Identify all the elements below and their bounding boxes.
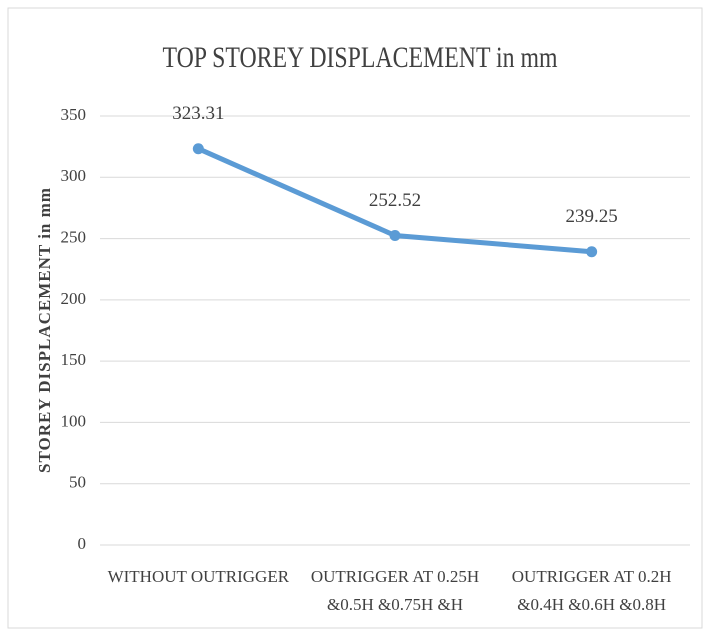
- y-tick-label: 350: [61, 105, 87, 124]
- x-tick-label: OUTRIGGER AT 0.2H &0.4H &0.6H &0.8H: [512, 567, 672, 614]
- x-tick-label-line: OUTRIGGER AT 0.25H: [311, 567, 479, 586]
- x-tick-label-line: OUTRIGGER AT 0.2H: [512, 567, 672, 586]
- x-tick-label-line: WITHOUT OUTRIGGER: [108, 567, 290, 586]
- data-point: [586, 246, 598, 258]
- y-tick-label: 50: [69, 473, 86, 492]
- y-tick-label: 150: [61, 350, 87, 369]
- y-tick-label: 0: [78, 534, 87, 553]
- y-tick-label: 300: [61, 166, 87, 185]
- data-point: [192, 143, 204, 155]
- x-tick-label: OUTRIGGER AT 0.25H &0.5H &0.75H &H: [311, 567, 479, 614]
- data-label: 323.31: [172, 103, 224, 124]
- x-tick-label-line: &0.5H &0.75H &H: [327, 595, 463, 614]
- data-label: 239.25: [566, 206, 618, 227]
- x-tick-label-line: &0.4H &0.6H &0.8H: [517, 595, 666, 614]
- chart-title: TOP STOREY DISPLACEMENT in mm: [163, 41, 558, 74]
- data-point: [389, 229, 401, 241]
- y-tick-label: 100: [61, 411, 87, 430]
- data-label: 252.52: [369, 190, 421, 211]
- y-tick-label: 250: [61, 227, 87, 246]
- y-axis-label: STOREY DISPLACEMENT in mm: [35, 187, 54, 473]
- chart-frame: [7, 7, 703, 629]
- y-tick-label: 200: [61, 289, 87, 308]
- x-tick-label: WITHOUT OUTRIGGER: [108, 567, 290, 586]
